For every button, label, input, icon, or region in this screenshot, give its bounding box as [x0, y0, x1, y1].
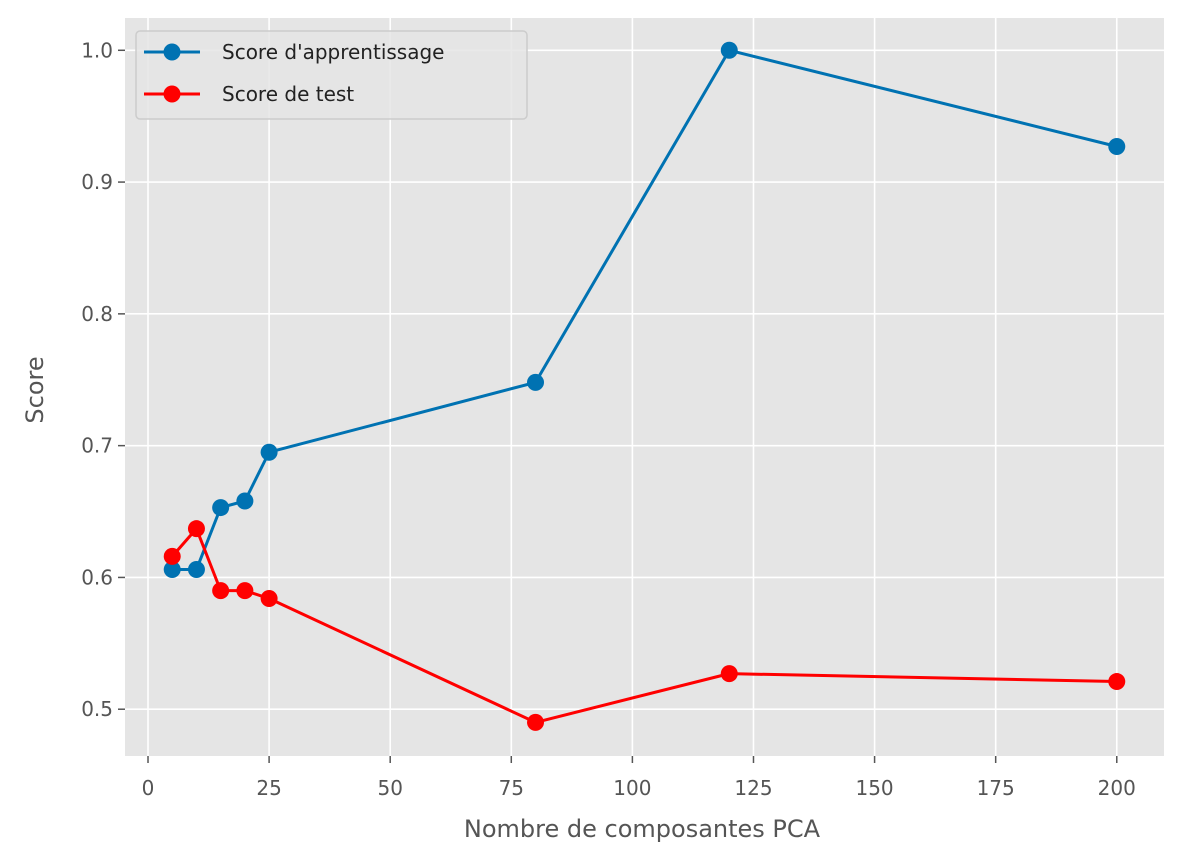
series-layer	[163, 41, 1126, 731]
data-point	[260, 443, 278, 461]
data-point	[720, 41, 738, 59]
legend-box	[135, 30, 528, 120]
x-tick-label: 200	[1098, 776, 1136, 800]
x-tick-label: 150	[855, 776, 893, 800]
x-tick-label: 0	[142, 776, 155, 800]
data-point	[236, 492, 254, 510]
y-tick-label: 0.9	[81, 170, 113, 194]
data-point	[212, 499, 230, 517]
legend-item: Score d'apprentissage	[144, 40, 444, 64]
data-point	[527, 713, 545, 731]
y-tick-label: 1.0	[81, 38, 113, 62]
y-tick-label: 0.8	[81, 302, 113, 326]
series-1	[163, 520, 1126, 731]
data-point	[1108, 673, 1126, 691]
legend-label: Score de test	[222, 82, 354, 106]
legend-marker	[163, 85, 181, 103]
data-point	[527, 373, 545, 391]
data-point	[163, 547, 181, 565]
series-0	[163, 41, 1126, 579]
legend-item: Score de test	[144, 82, 354, 106]
legend-label: Score d'apprentissage	[222, 40, 444, 64]
x-tick-label: 175	[977, 776, 1015, 800]
series-line	[170, 48, 1119, 572]
x-tick-label: 75	[499, 776, 524, 800]
data-point	[236, 582, 254, 600]
legend-marker	[163, 43, 181, 61]
y-axis-ticks: 0.5 0.6 0.7 0.8 0.9 1.0	[81, 38, 125, 721]
data-point	[163, 561, 181, 579]
y-tick-label: 0.5	[81, 697, 113, 721]
y-tick-label: 0.7	[81, 434, 113, 458]
data-point	[212, 582, 230, 600]
data-point	[260, 590, 278, 608]
series-line	[170, 527, 1119, 724]
legend: Score d'apprentissage Score de test	[135, 30, 528, 120]
x-tick-label: 25	[256, 776, 281, 800]
x-axis-ticks: 0 25 50 75 100 125 150 175 200	[142, 756, 1136, 800]
x-axis-label: Nombre de composantes PCA	[464, 815, 821, 843]
x-tick-label: 125	[734, 776, 772, 800]
data-point	[720, 665, 738, 683]
x-tick-label: 50	[377, 776, 402, 800]
plot-area	[125, 18, 1164, 756]
y-tick-label: 0.6	[81, 565, 113, 589]
data-point	[187, 520, 205, 538]
data-point	[187, 561, 205, 579]
x-tick-label: 100	[613, 776, 651, 800]
data-point	[1108, 137, 1126, 155]
y-axis-label: Score	[21, 356, 49, 423]
